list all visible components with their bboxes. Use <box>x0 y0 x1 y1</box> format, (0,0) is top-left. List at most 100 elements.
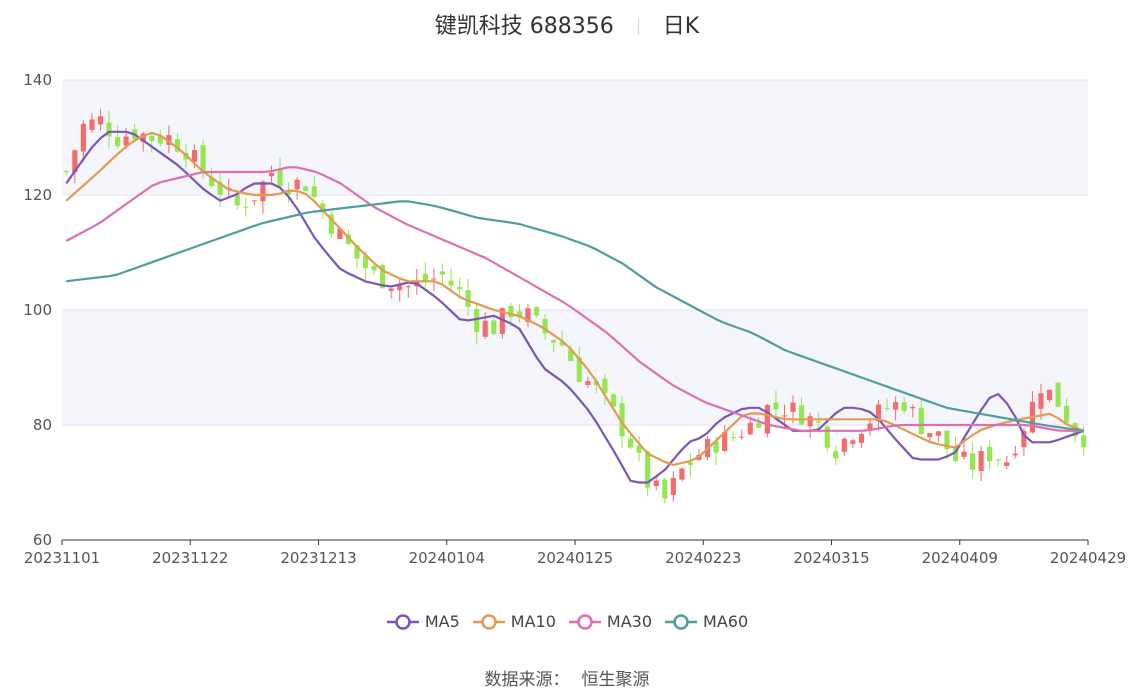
source-label: 数据来源： <box>484 670 570 690</box>
candle-body <box>80 123 86 152</box>
candle-body <box>337 228 343 239</box>
candle-body <box>380 265 386 289</box>
candle-body <box>602 378 608 394</box>
candle-body <box>619 403 625 437</box>
candle-body <box>799 405 805 425</box>
y-tick-label: 120 <box>23 186 52 204</box>
x-tick-label: 20240104 <box>409 549 485 567</box>
candle-body <box>303 186 309 192</box>
candle-body <box>1021 430 1027 448</box>
candle-body <box>191 150 198 162</box>
candle-body <box>525 308 531 322</box>
candle-body <box>850 440 856 444</box>
candle-body <box>987 446 993 462</box>
candle-body <box>166 135 172 145</box>
y-tick-label: 100 <box>23 301 52 319</box>
legend-item-ma30[interactable]: MA30 <box>568 612 652 631</box>
candle-body <box>918 407 924 435</box>
candle-body <box>439 271 446 275</box>
x-tick-label: 20240315 <box>793 549 869 567</box>
candle-body <box>764 404 770 434</box>
candle-body <box>397 285 403 291</box>
line-ma30 <box>65 166 1084 432</box>
candle-body <box>63 171 69 173</box>
candle-body <box>628 438 634 448</box>
candle-body <box>362 255 369 268</box>
candle-body <box>457 287 463 290</box>
candle-body <box>576 357 582 382</box>
candle-body <box>773 402 779 410</box>
candle-body <box>610 394 617 407</box>
x-tick-label: 20240429 <box>1050 549 1126 567</box>
candle-body <box>286 191 292 195</box>
x-tick-label: 20231101 <box>24 549 100 567</box>
legend-label: MA30 <box>606 612 653 631</box>
legend-item-ma10[interactable]: MA10 <box>472 612 556 631</box>
source-value: 恒生聚源 <box>581 670 650 690</box>
y-tick-label: 80 <box>33 416 52 434</box>
candles <box>63 109 1087 504</box>
x-tick-label: 20240409 <box>922 549 998 567</box>
candle-body <box>149 135 155 141</box>
candle-body <box>243 206 249 208</box>
stock-name: 键凯科技 688356 <box>434 14 614 39</box>
candle-body <box>508 305 514 318</box>
candle-body <box>320 203 326 213</box>
legend-item-ma60[interactable]: MA60 <box>664 612 748 631</box>
candle-body <box>884 408 890 410</box>
candle-body <box>551 340 557 343</box>
candle-body <box>1055 382 1061 407</box>
candle-body <box>790 402 796 412</box>
candle-body <box>431 278 437 280</box>
candle-body <box>875 404 882 422</box>
x-tick-label: 20240125 <box>537 549 613 567</box>
candle-body <box>833 451 839 459</box>
candle-body <box>841 438 847 452</box>
candle-body <box>662 479 668 499</box>
line-ma10 <box>65 131 1085 466</box>
candle-body <box>910 407 916 409</box>
candle-body <box>482 320 488 337</box>
candle-body <box>354 245 360 259</box>
candle-body <box>542 318 548 334</box>
candle-body <box>585 381 591 385</box>
candle-body <box>260 181 266 202</box>
candle-body <box>311 186 317 198</box>
y-axis: 60 80 100 120 140 <box>23 71 52 549</box>
candle-body <box>730 437 736 439</box>
candle-body <box>687 462 693 466</box>
line-ma5 <box>65 130 1085 484</box>
legend-marker-icon <box>665 613 698 630</box>
candle-body <box>653 480 659 487</box>
candle-body <box>115 137 121 147</box>
line-ma60 <box>66 200 1084 432</box>
candle-body <box>474 308 480 332</box>
legend-label: MA60 <box>703 612 749 631</box>
candle-body <box>388 288 394 291</box>
legend: MA5 MA10 MA30 MA60 <box>0 612 1134 635</box>
x-tick-label: 20231213 <box>280 549 356 567</box>
candle-body <box>636 445 642 453</box>
legend-item-ma5[interactable]: MA5 <box>386 612 460 631</box>
candle-body <box>200 145 206 174</box>
candle-body <box>722 432 728 451</box>
candle-body <box>559 341 565 346</box>
candle-body <box>294 179 300 190</box>
candle-body <box>123 136 129 146</box>
candle-body <box>465 290 471 308</box>
candle-body <box>1012 453 1018 456</box>
candle-body <box>816 421 822 423</box>
candle-body <box>995 459 1001 461</box>
candle-body <box>1064 405 1070 423</box>
candle-body <box>568 349 574 362</box>
candle-body <box>679 468 685 480</box>
title-separator <box>637 17 639 35</box>
candle-body <box>901 402 907 412</box>
data-source: 数据来源： 恒生聚源 <box>0 665 1134 690</box>
legend-label: MA5 <box>424 612 460 631</box>
candle-body <box>970 453 976 470</box>
moving-averages <box>65 130 1085 484</box>
candle-body <box>234 194 240 206</box>
candle-body <box>858 433 864 443</box>
grid-band <box>62 310 1088 425</box>
